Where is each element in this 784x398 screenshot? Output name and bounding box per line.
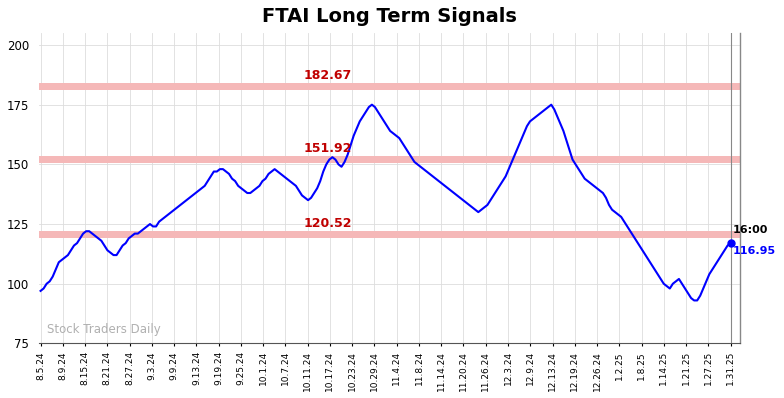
Text: 116.95: 116.95	[733, 246, 776, 256]
Text: Stock Traders Daily: Stock Traders Daily	[46, 323, 161, 336]
Bar	[39, 231, 740, 238]
Bar	[39, 83, 740, 90]
Bar	[39, 156, 740, 163]
Text: 120.52: 120.52	[304, 217, 353, 230]
Text: 151.92: 151.92	[304, 142, 352, 155]
Text: 16:00: 16:00	[733, 225, 768, 235]
Text: 182.67: 182.67	[304, 68, 352, 82]
Title: FTAI Long Term Signals: FTAI Long Term Signals	[262, 7, 517, 26]
